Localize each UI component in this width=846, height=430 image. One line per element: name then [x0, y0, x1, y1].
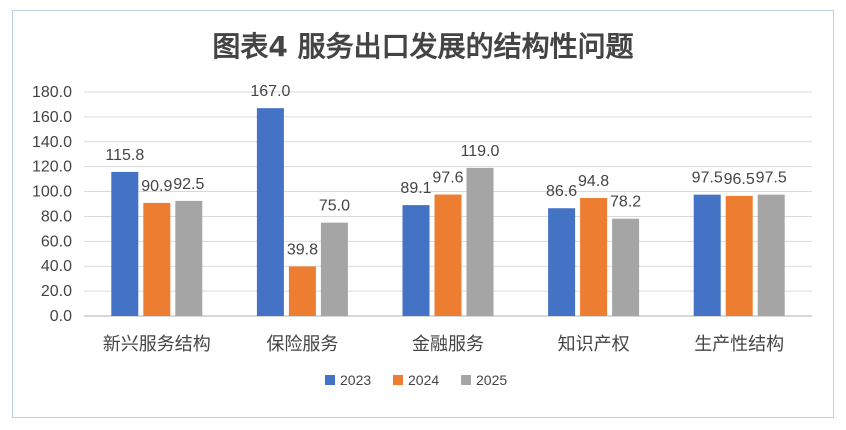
y-tick-label: 100.0 — [32, 184, 72, 201]
bar-2025-0 — [175, 200, 203, 316]
data-label: 75.0 — [319, 198, 350, 215]
legend-label: 2024 — [408, 372, 439, 388]
y-tick-label: 40.0 — [41, 258, 72, 275]
x-tick-label: 金融服务 — [412, 334, 484, 355]
data-label: 86.6 — [546, 183, 577, 200]
y-tick-label: 20.0 — [41, 283, 72, 300]
bar-2023-0 — [111, 171, 139, 316]
data-label: 97.6 — [432, 170, 463, 187]
data-label: 90.9 — [141, 178, 172, 195]
legend-label: 2025 — [476, 372, 507, 388]
y-tick-label: 80.0 — [41, 208, 72, 225]
y-tick-label: 140.0 — [32, 134, 72, 151]
y-tick-label: 160.0 — [32, 109, 72, 126]
data-label: 78.2 — [610, 194, 641, 211]
data-label: 89.1 — [400, 180, 431, 197]
data-label: 92.5 — [173, 176, 204, 193]
data-label: 97.5 — [756, 170, 787, 187]
bar-2025-1 — [320, 222, 348, 316]
y-tick-label: 180.0 — [32, 84, 72, 101]
bar-2024-1 — [288, 266, 316, 316]
bar-2024-3 — [580, 198, 608, 316]
bars — [111, 108, 785, 316]
data-label: 97.5 — [692, 170, 723, 187]
bar-2023-2 — [402, 205, 430, 316]
bar-2023-3 — [548, 208, 576, 316]
legend-swatch — [461, 375, 471, 385]
data-labels: 115.8 90.9 92.5 167.0 39.8 75.0 89.197.6 119.0 8… — [105, 83, 787, 258]
data-label: 115.8 — [105, 147, 144, 164]
y-tick-label: 120.0 — [32, 159, 72, 176]
data-label: 94.8 — [578, 173, 609, 190]
y-axis-ticks: 0.0 20.0 40.0 60.0 80.0 100.0 120.0 140.0 160.0 1… — [32, 84, 72, 325]
x-tick-label: 保险服务 — [266, 334, 338, 355]
bar-2023-1 — [256, 108, 284, 316]
bar-2023-4 — [693, 194, 721, 316]
legend-label: 2023 — [340, 372, 371, 388]
x-axis-ticks: 新兴服务结构 保险服务 金融服务 知识产权 生产性结构 — [103, 334, 784, 355]
bar-2025-3 — [612, 218, 640, 316]
x-tick-label: 知识产权 — [558, 334, 630, 355]
x-tick-label: 生产性结构 — [694, 334, 784, 355]
y-tick-label: 60.0 — [41, 233, 72, 250]
legend-swatch — [325, 375, 335, 385]
data-label: 167.0 — [250, 83, 290, 100]
chart-title: 图表4 服务出口发展的结构性问题 — [212, 30, 633, 63]
legend: 2023 2024 2025 — [325, 372, 507, 388]
bar-2025-4 — [757, 194, 785, 316]
x-tick-label: 新兴服务结构 — [103, 334, 211, 355]
data-label: 96.5 — [724, 171, 755, 188]
bar-2025-2 — [466, 167, 494, 316]
bar-2024-2 — [434, 194, 462, 316]
data-label: 39.8 — [287, 241, 318, 258]
bar-2024-0 — [143, 202, 171, 316]
legend-swatch — [393, 375, 403, 385]
data-label: 119.0 — [461, 143, 500, 160]
bar-2024-4 — [725, 195, 753, 316]
y-tick-label: 0.0 — [50, 308, 72, 325]
